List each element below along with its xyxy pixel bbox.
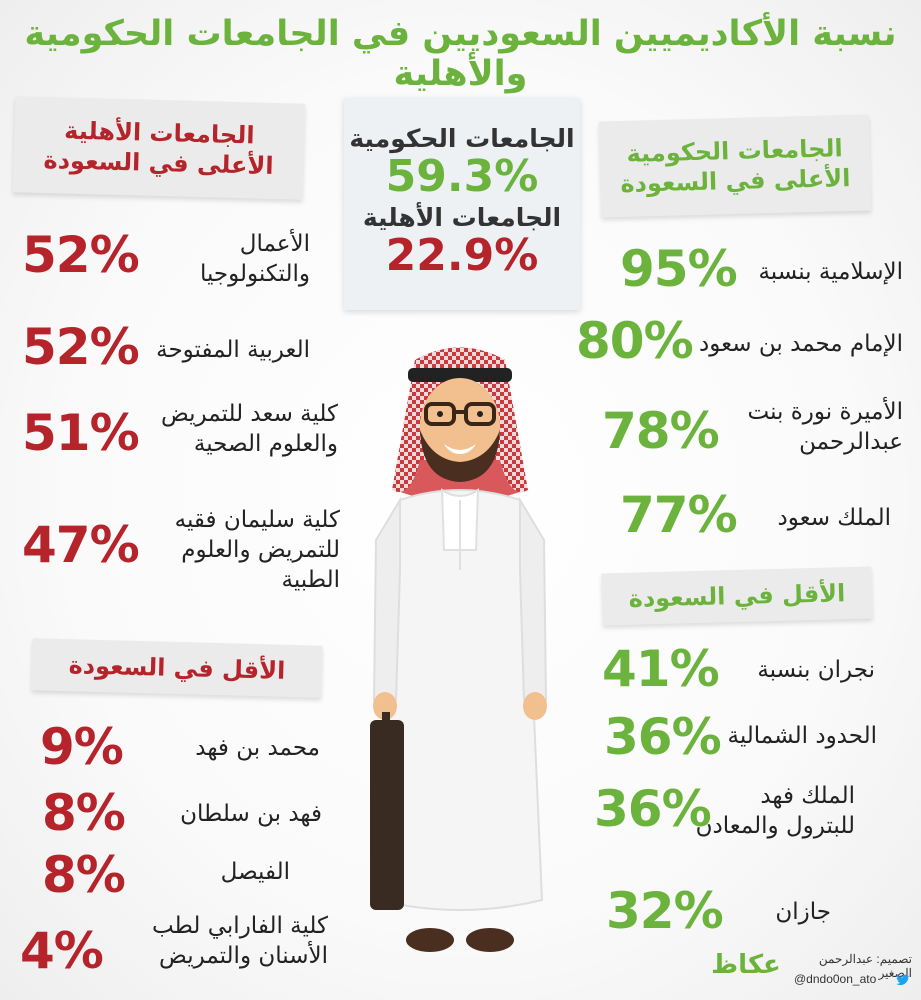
gov-top-item-3-name: الأميرة نورة بنت عبدالرحمن (747, 399, 904, 455)
designer-credit: تصميم: عبدالرحمن الصغير (818, 952, 912, 980)
gov-summary-value: 59.3% (385, 151, 539, 202)
private-top-item-4-value: 47% (22, 516, 140, 574)
gov-bottom-item-1-value: 41% (602, 640, 720, 698)
gov-top-item-4-name: الملك سعود (777, 505, 892, 531)
private-top-item-2-name: العربية المفتوحة (156, 337, 310, 363)
private-summary-value: 22.9% (385, 230, 539, 282)
private-bottom-item-1-name: محمد بن فهد (195, 735, 320, 761)
private-bottom-banner: الأقل في السعودة (31, 638, 323, 698)
gov-bottom-item-2-value: 36% (604, 708, 722, 766)
gov-bottom-item-2-name: الحدود الشمالية (727, 723, 877, 749)
gov-bottom-banner: الأقل في السعودة (601, 566, 873, 626)
private-top-item-1-name: الأعمال والتكنولوجيا (199, 231, 310, 287)
private-summary-label: الجامعات الأهلية (362, 203, 562, 233)
twitter-bird-icon (896, 974, 910, 986)
private-top-item-4-name: كلية سليمان فقيه للتمريض والعلوم الطبية (174, 507, 340, 593)
gov-summary-label: الجامعات الحكومية (349, 124, 575, 153)
private-top-heading-line2: الأعلى في السعودة (43, 145, 274, 181)
gov-bottom-heading: الأقل في السعودة (628, 579, 846, 613)
gov-top-item-3-value: 78% (602, 402, 720, 460)
gov-top-item-1-name: الإسلامية بنسبة (758, 259, 903, 285)
gov-top-item-2-value: 80% (576, 312, 694, 370)
okaz-logo: عكاظ (700, 945, 792, 985)
private-bottom-item-4-name: كلية الفارابي لطب الأسنان والتمريض (151, 913, 328, 969)
gov-top-heading-line2: الأعلى في السعودة (620, 163, 851, 199)
gov-top-item-1-value: 95% (620, 240, 738, 298)
private-bottom-item-1-value: 9% (40, 718, 124, 776)
gov-bottom-item-1-name: نجران بنسبة (757, 657, 875, 683)
private-top-banner: الجامعات الأهلية الأعلى في السعودة (12, 96, 306, 200)
private-top-item-3-name: كلية سعد للتمريض والعلوم الصحية (160, 401, 338, 457)
private-bottom-item-4-value: 4% (20, 922, 104, 980)
twitter-credit: @dndo0on_ato (794, 972, 914, 990)
twitter-handle: @dndo0on_ato (794, 972, 877, 986)
gov-top-item-2-name: الإمام محمد بن سعود (699, 331, 903, 357)
gov-bottom-item-4-value: 32% (606, 882, 724, 940)
private-top-item-1-value: 52% (22, 226, 140, 284)
gov-bottom-item-4-name: جازان (775, 899, 831, 925)
gov-bottom-item-3-name: الملك فهد للبترول والمعادن (695, 783, 855, 839)
page-title: نسبة الأكاديميين السعوديين في الجامعات ا… (24, 14, 897, 94)
private-bottom-item-3-name: الفيصل (220, 859, 290, 885)
gov-top-item-4-value: 77% (620, 486, 738, 544)
private-bottom-item-2-value: 8% (42, 784, 126, 842)
summary-box: الجامعات الحكومية 59.3% الجامعات الأهلية… (344, 98, 580, 310)
private-bottom-item-3-value: 8% (42, 846, 126, 904)
private-top-item-2-value: 52% (22, 318, 140, 376)
private-bottom-item-2-name: فهد بن سلطان (180, 801, 322, 827)
gov-top-banner: الجامعات الحكومية الأعلى في السعودة (598, 114, 872, 218)
private-bottom-heading: الأقل في السعودة (68, 651, 286, 685)
gov-bottom-item-3-value: 36% (594, 780, 712, 838)
okaz-logo-text: عكاظ (711, 950, 781, 980)
private-top-item-3-value: 51% (22, 404, 140, 462)
saudi-man-illustration (370, 347, 548, 952)
private-top-heading-line1: الجامعات الأهلية (63, 116, 255, 150)
